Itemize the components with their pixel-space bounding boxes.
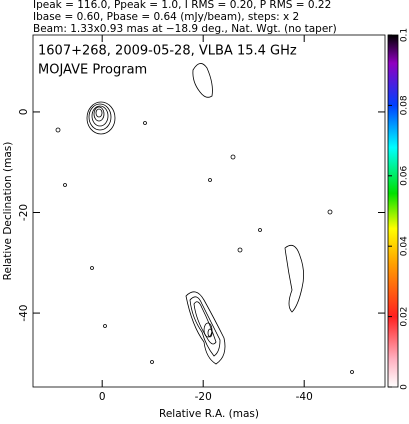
contour bbox=[90, 266, 94, 270]
colorbar-tick-label: 0 bbox=[400, 384, 409, 390]
plot-title: 1607+268, 2009-05-28, VLBA 15.4 GHz bbox=[38, 44, 297, 59]
contour bbox=[55, 127, 61, 133]
contour bbox=[86, 101, 116, 135]
x-tick-label: 0 bbox=[99, 391, 106, 403]
contour bbox=[189, 296, 221, 357]
header-line: Ibase = 0.60, Pbase = 0.64 (mJy/beam), s… bbox=[33, 11, 299, 23]
contour bbox=[327, 209, 333, 215]
plot-subtitle: MOJAVE Program bbox=[38, 63, 147, 78]
y-tick-label: 0 bbox=[18, 109, 30, 116]
plot-frame bbox=[32, 34, 386, 388]
contour bbox=[91, 105, 109, 127]
contour bbox=[63, 183, 67, 187]
header-line: Ipeak = 116.0, Ppeak = 1.0, I RMS = 0.20… bbox=[33, 0, 331, 11]
contour bbox=[88, 103, 112, 131]
contour bbox=[192, 63, 213, 98]
header-line: Beam: 1.33x0.93 mas at −18.9 deg., Nat. … bbox=[33, 23, 337, 35]
x-tick-label: -20 bbox=[195, 391, 212, 403]
colorbar-tick-label: 0.04 bbox=[400, 236, 409, 256]
contour bbox=[350, 370, 354, 374]
colorbar-tick-label: 0.1 bbox=[400, 28, 409, 42]
y-tick-label: -40 bbox=[18, 305, 30, 322]
contour bbox=[230, 154, 236, 160]
colorbar bbox=[387, 34, 399, 388]
contour bbox=[93, 106, 105, 122]
colorbar-tick-label: 0.08 bbox=[400, 95, 409, 115]
contour bbox=[143, 121, 147, 125]
contour bbox=[237, 247, 243, 253]
x-tick-label: -40 bbox=[296, 391, 313, 403]
contour bbox=[103, 324, 107, 328]
contour bbox=[207, 328, 213, 338]
contours bbox=[55, 63, 354, 374]
contour bbox=[208, 178, 212, 182]
contour bbox=[150, 360, 154, 364]
colorbar-tick-label: 0.02 bbox=[400, 307, 409, 327]
contour bbox=[203, 322, 213, 338]
contour bbox=[258, 228, 262, 232]
contour bbox=[193, 301, 217, 345]
contour bbox=[185, 291, 226, 365]
contour bbox=[284, 244, 304, 313]
x-axis-label: Relative R.A. (mas) bbox=[159, 408, 259, 420]
contour bbox=[95, 108, 103, 118]
y-axis-label: Relative Declination (mas) bbox=[2, 142, 14, 281]
colorbar-tick-label: 0.06 bbox=[400, 166, 409, 186]
y-tick-label: -20 bbox=[18, 204, 30, 221]
